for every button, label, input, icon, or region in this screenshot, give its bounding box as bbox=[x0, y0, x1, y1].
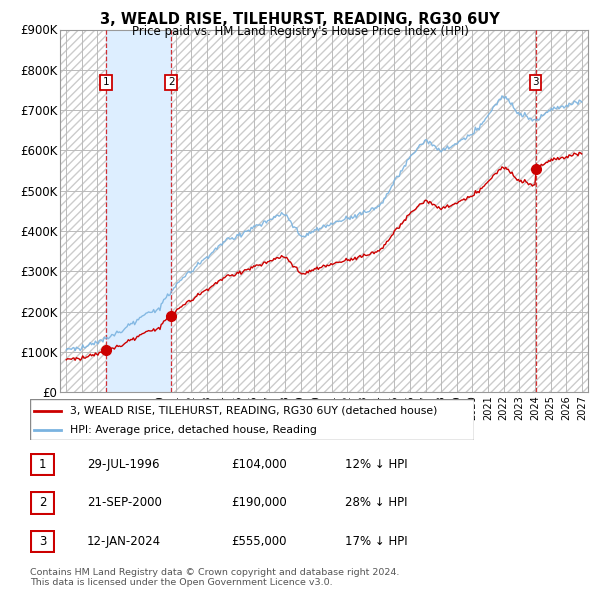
Text: HPI: Average price, detached house, Reading: HPI: Average price, detached house, Read… bbox=[70, 425, 317, 434]
Text: £555,000: £555,000 bbox=[231, 535, 287, 548]
Text: 3, WEALD RISE, TILEHURST, READING, RG30 6UY (detached house): 3, WEALD RISE, TILEHURST, READING, RG30 … bbox=[70, 406, 437, 416]
Text: 12% ↓ HPI: 12% ↓ HPI bbox=[345, 458, 407, 471]
FancyBboxPatch shape bbox=[31, 492, 54, 513]
Text: 29-JUL-1996: 29-JUL-1996 bbox=[87, 458, 160, 471]
Text: 3: 3 bbox=[39, 535, 46, 548]
Bar bbox=[106, 30, 171, 392]
Text: 1: 1 bbox=[39, 458, 46, 471]
Text: £190,000: £190,000 bbox=[231, 496, 287, 510]
Text: 28% ↓ HPI: 28% ↓ HPI bbox=[345, 496, 407, 510]
Text: 12-JAN-2024: 12-JAN-2024 bbox=[87, 535, 161, 548]
Text: Contains HM Land Registry data © Crown copyright and database right 2024.
This d: Contains HM Land Registry data © Crown c… bbox=[30, 568, 400, 587]
Text: 3: 3 bbox=[532, 77, 539, 87]
Text: 17% ↓ HPI: 17% ↓ HPI bbox=[345, 535, 407, 548]
FancyBboxPatch shape bbox=[30, 399, 474, 440]
Text: 1: 1 bbox=[103, 77, 110, 87]
FancyBboxPatch shape bbox=[31, 454, 54, 476]
Text: Price paid vs. HM Land Registry's House Price Index (HPI): Price paid vs. HM Land Registry's House … bbox=[131, 25, 469, 38]
Text: 21-SEP-2000: 21-SEP-2000 bbox=[87, 496, 162, 510]
Text: 3, WEALD RISE, TILEHURST, READING, RG30 6UY: 3, WEALD RISE, TILEHURST, READING, RG30 … bbox=[100, 12, 500, 27]
Text: 2: 2 bbox=[39, 496, 46, 510]
FancyBboxPatch shape bbox=[31, 531, 54, 552]
Text: 2: 2 bbox=[168, 77, 175, 87]
Text: £104,000: £104,000 bbox=[231, 458, 287, 471]
